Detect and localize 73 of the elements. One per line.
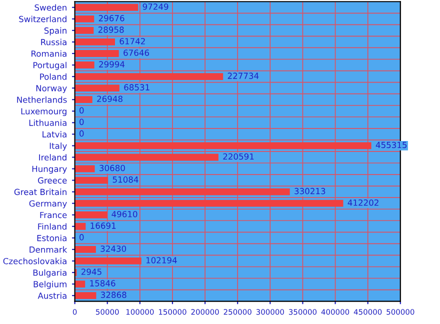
y-tick-label: Great Britain	[14, 188, 66, 196]
y-tick-label: Hungary	[32, 166, 67, 174]
bar	[74, 246, 96, 253]
y-tick-label: Portugal	[33, 62, 66, 70]
y-tick-label: Germany	[29, 200, 67, 208]
data-label: 32868	[101, 292, 126, 298]
bar	[74, 165, 95, 172]
data-label: 67646	[124, 50, 150, 56]
y-tick-label: Bulgaria	[33, 269, 66, 278]
data-label: 68531	[124, 84, 150, 90]
data-label: 32430	[100, 246, 126, 252]
bar	[74, 96, 92, 104]
y-tick-label: Norway	[36, 85, 67, 93]
bar	[74, 211, 108, 218]
bar	[74, 280, 86, 288]
data-label: 16691	[90, 222, 116, 229]
bar	[74, 15, 94, 22]
data-label: 26948	[97, 96, 122, 102]
y-tick-label: Ireland	[39, 154, 66, 161]
data-label: 227734	[228, 72, 259, 79]
y-tick-label: Greece	[38, 177, 67, 184]
bar	[74, 26, 94, 34]
bar	[74, 154, 218, 161]
y-tick-label: Lithuania	[29, 119, 66, 126]
bar	[74, 4, 138, 11]
data-label: 0	[80, 118, 84, 126]
y-tick-label: Netherlands	[17, 96, 67, 103]
y-tick-label: Estonia	[37, 234, 66, 242]
bar	[74, 222, 86, 230]
y-tick-label: Finland	[38, 223, 66, 230]
data-label: 51084	[112, 176, 138, 183]
y-tick-label: Czechoslovakia	[3, 258, 66, 264]
data-label: 15846	[90, 280, 116, 286]
bar	[74, 62, 94, 68]
bar	[74, 200, 344, 207]
bar	[74, 38, 116, 46]
y-tick-label: Russia	[41, 38, 66, 46]
data-label: 330213	[294, 188, 326, 194]
data-label: 455315	[376, 142, 407, 148]
data-label: 2945	[81, 268, 102, 275]
y-tick-label: Latvia	[42, 131, 66, 138]
y-tick-label: Poland	[40, 73, 66, 80]
data-label: 412202	[348, 199, 378, 206]
data-label: 29676	[98, 15, 124, 22]
bar	[74, 292, 96, 300]
data-label: 0	[80, 234, 84, 240]
data-label: 29994	[99, 61, 125, 68]
bar	[74, 176, 108, 184]
bar	[74, 84, 120, 92]
data-label: 61742	[120, 38, 145, 44]
y-tick-label: Switzerland	[19, 16, 66, 22]
y-tick-label: Austria	[38, 292, 66, 299]
data-label: 28958	[98, 26, 124, 33]
y-tick-label: Spain	[44, 27, 66, 36]
bar	[74, 73, 224, 80]
data-label: 97249	[142, 4, 168, 10]
y-tick-label: France	[40, 212, 67, 218]
y-tick-label: Italy	[50, 142, 67, 151]
y-tick-label: Luxemourg	[21, 108, 66, 116]
bar	[74, 142, 372, 150]
bar	[74, 188, 290, 196]
data-label: 30680	[100, 164, 125, 172]
data-label: 102194	[146, 257, 177, 264]
data-label: 0	[80, 107, 84, 114]
y-tick-label: Denmark	[30, 246, 68, 253]
data-label: 220591	[223, 153, 254, 160]
y-tick-label: Belgium	[34, 280, 66, 289]
y-tick-label: Romania	[32, 50, 66, 57]
bar	[74, 50, 119, 57]
y-tick-label: Sweden	[34, 4, 66, 11]
data-label: 0	[80, 130, 84, 137]
bar	[74, 258, 142, 264]
data-label: 49610	[112, 210, 138, 218]
